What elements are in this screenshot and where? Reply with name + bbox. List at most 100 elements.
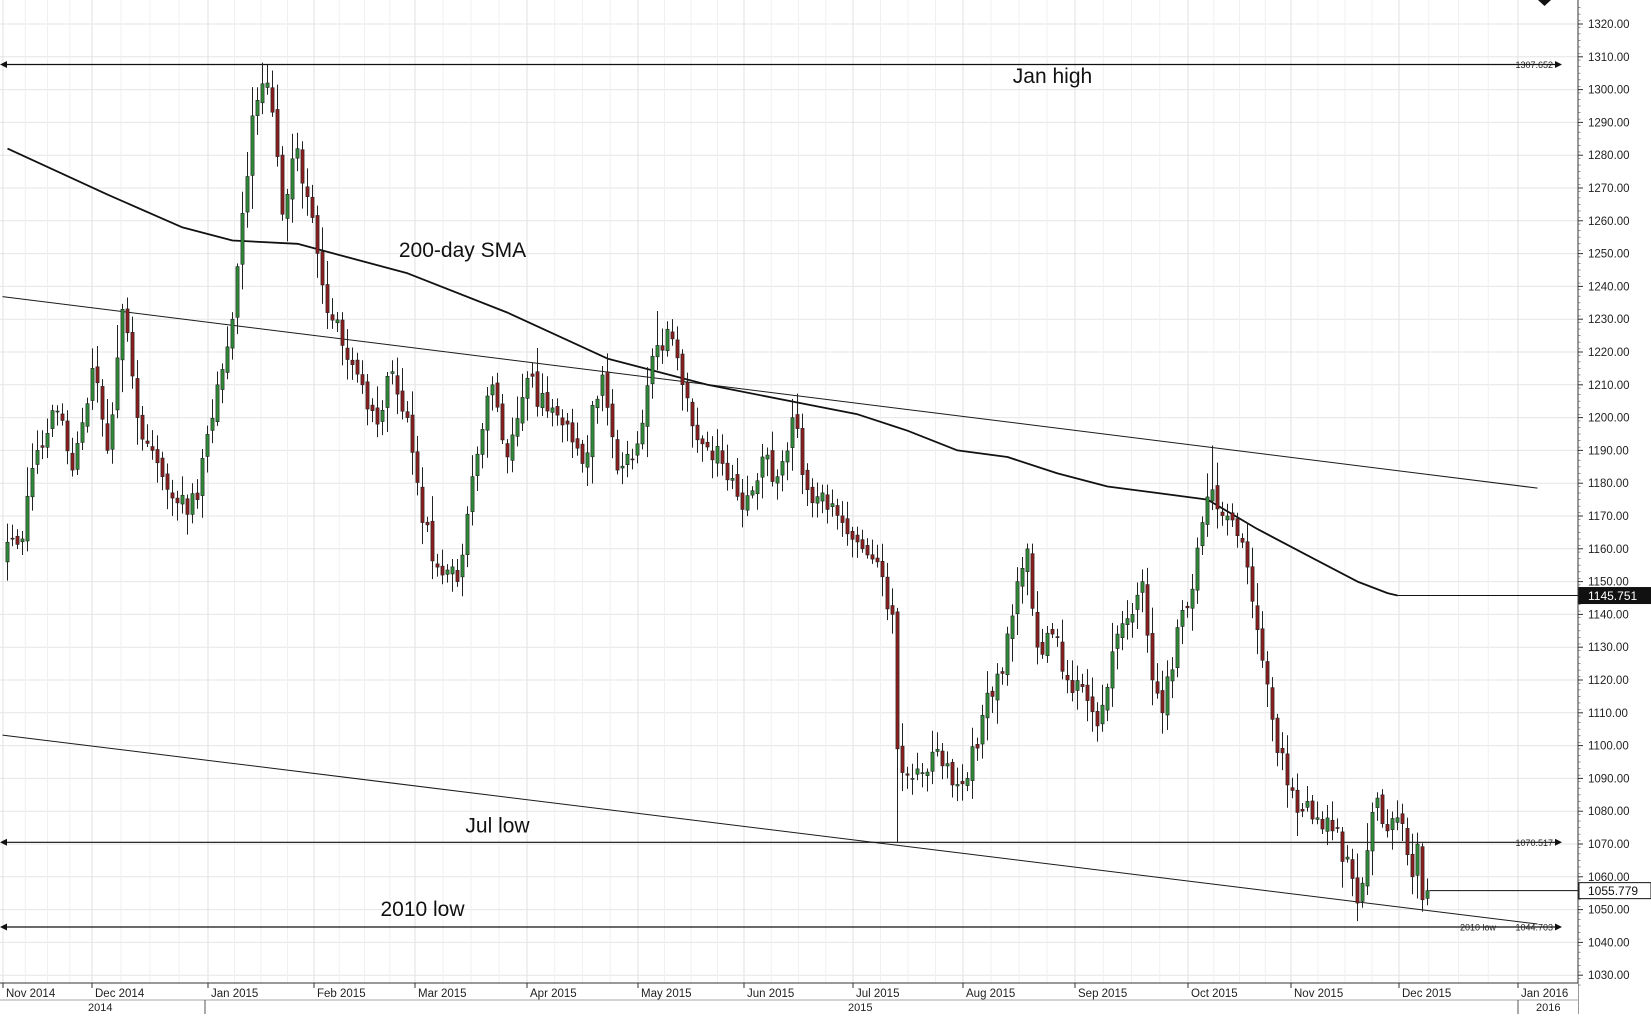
- candle: [650, 348, 655, 399]
- price-tick-label: 1210.00: [1588, 380, 1630, 392]
- candle: [305, 168, 310, 216]
- candle-body-down: [990, 690, 995, 697]
- candle-body-up: [1225, 515, 1230, 521]
- candle: [380, 400, 385, 436]
- candle-body-down: [1220, 511, 1225, 516]
- jan-high-annotation: Jan high: [1013, 65, 1092, 88]
- candle: [515, 396, 520, 447]
- candle: [775, 469, 780, 500]
- candle: [50, 404, 55, 437]
- candle-body-down: [1150, 633, 1155, 681]
- candle-body-up: [980, 714, 985, 745]
- candle-body-down: [360, 374, 365, 386]
- candle: [830, 489, 835, 517]
- candle-body-up: [1130, 614, 1135, 623]
- candle: [790, 398, 795, 471]
- candle-body-up: [1015, 581, 1020, 615]
- candle: [1030, 543, 1035, 616]
- candle-body-down: [455, 570, 460, 582]
- candle-body-down: [305, 186, 310, 197]
- candle: [530, 362, 535, 388]
- candle: [110, 402, 115, 464]
- candle-body-down: [195, 492, 200, 500]
- month-label: Jul 2015: [856, 988, 899, 1000]
- candle: [1200, 516, 1205, 556]
- candle-body-up: [1305, 801, 1310, 808]
- candle-body-down: [170, 492, 175, 499]
- candle-body-down: [1240, 538, 1245, 543]
- jul-low-arrow-right: [1555, 838, 1562, 846]
- candle: [985, 671, 990, 741]
- candle-body-down: [575, 438, 580, 449]
- last-price-box: 1055.779: [1578, 882, 1651, 900]
- candle-body-up: [445, 569, 450, 575]
- candle-body-down: [1260, 628, 1265, 661]
- candle-body-up: [230, 318, 235, 349]
- price-tick-label: 1080.00: [1588, 806, 1630, 818]
- candle: [1295, 773, 1300, 836]
- candle: [875, 544, 880, 568]
- candle-body-down: [630, 458, 635, 461]
- candle: [1185, 601, 1190, 618]
- candle-body-down: [890, 605, 895, 615]
- candle: [690, 398, 695, 448]
- candle-body-down: [105, 423, 110, 451]
- year-label: 2014: [88, 1002, 112, 1014]
- candle: [410, 391, 415, 475]
- price-tick-label: 1310.00: [1588, 52, 1630, 64]
- candle: [805, 463, 810, 506]
- candle-body-down: [395, 375, 400, 395]
- candle-body-down: [375, 407, 380, 425]
- candle-body-down: [355, 359, 360, 375]
- candle: [1085, 669, 1090, 722]
- candle: [180, 476, 185, 514]
- candle-body-down: [810, 486, 815, 504]
- candle-body-up: [35, 450, 40, 465]
- candle-body-up: [245, 176, 250, 213]
- candle: [1250, 547, 1255, 619]
- price-tick-label: 1030.00: [1588, 970, 1630, 982]
- candle: [310, 184, 315, 223]
- candle-body-up: [1005, 633, 1010, 676]
- price-tick-label: 1240.00: [1588, 281, 1630, 293]
- candle-body-up: [955, 784, 960, 787]
- candle: [1120, 610, 1125, 651]
- candle: [135, 360, 140, 445]
- candle-body-down: [165, 473, 170, 490]
- candle-body-down: [1285, 753, 1290, 786]
- candle: [585, 435, 590, 487]
- month-label: Dec 2015: [1402, 988, 1451, 1000]
- candle-body-up: [1205, 496, 1210, 525]
- candle: [795, 393, 800, 439]
- candle: [960, 764, 965, 801]
- candle-body-up: [85, 403, 90, 427]
- price-tick-label: 1230.00: [1588, 314, 1630, 326]
- candle-body-up: [830, 503, 835, 507]
- candle: [760, 443, 765, 499]
- candle: [130, 316, 135, 389]
- candle: [750, 486, 755, 499]
- candle: [1020, 556, 1025, 604]
- candle: [575, 422, 580, 456]
- candle: [390, 360, 395, 385]
- candle-body-up: [540, 393, 545, 409]
- candle-body-down: [1090, 696, 1095, 713]
- candle-body-down: [710, 450, 715, 461]
- candle-body-up: [650, 355, 655, 385]
- candle: [950, 758, 955, 798]
- candle-body-up: [635, 443, 640, 456]
- candle-body-down: [60, 413, 65, 421]
- candle: [730, 464, 735, 490]
- candle-body-down: [1310, 800, 1315, 820]
- candle: [205, 425, 210, 473]
- annotations: Jan high 200-day SMA Jul low 2010 low: [380, 65, 1092, 921]
- candle-body-up: [240, 213, 245, 265]
- candle: [1135, 582, 1140, 630]
- candle-body-down: [370, 404, 375, 412]
- candle: [395, 357, 400, 415]
- candle-body-up: [1135, 594, 1140, 610]
- candle-body-up: [1315, 817, 1320, 820]
- candle: [245, 151, 250, 228]
- candle: [995, 663, 1000, 724]
- candle-body-down: [1245, 541, 1250, 568]
